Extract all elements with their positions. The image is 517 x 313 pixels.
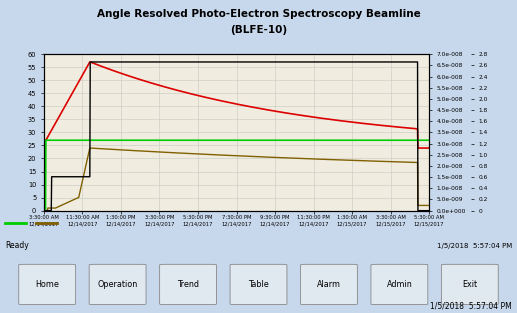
- FancyBboxPatch shape: [89, 264, 146, 305]
- FancyBboxPatch shape: [300, 264, 357, 305]
- Text: (BLFE-10): (BLFE-10): [230, 24, 287, 34]
- Text: 1/5/2018  5:57:04 PM: 1/5/2018 5:57:04 PM: [430, 301, 512, 310]
- FancyBboxPatch shape: [442, 264, 498, 305]
- FancyBboxPatch shape: [230, 264, 287, 305]
- FancyBboxPatch shape: [371, 264, 428, 305]
- Text: Operation: Operation: [98, 280, 138, 289]
- Text: Alarm: Alarm: [317, 280, 341, 289]
- Text: Trend: Trend: [177, 280, 199, 289]
- Text: Admin: Admin: [387, 280, 412, 289]
- Text: Ready: Ready: [5, 241, 29, 250]
- Text: Home: Home: [35, 280, 59, 289]
- FancyBboxPatch shape: [160, 264, 217, 305]
- FancyBboxPatch shape: [19, 264, 75, 305]
- Text: Angle Resolved Photo-Electron Spectroscopy Beamline: Angle Resolved Photo-Electron Spectrosco…: [97, 9, 420, 19]
- Text: Exit: Exit: [462, 280, 477, 289]
- Text: Table: Table: [248, 280, 269, 289]
- Text: 1/5/2018  5:57:04 PM: 1/5/2018 5:57:04 PM: [436, 243, 512, 249]
